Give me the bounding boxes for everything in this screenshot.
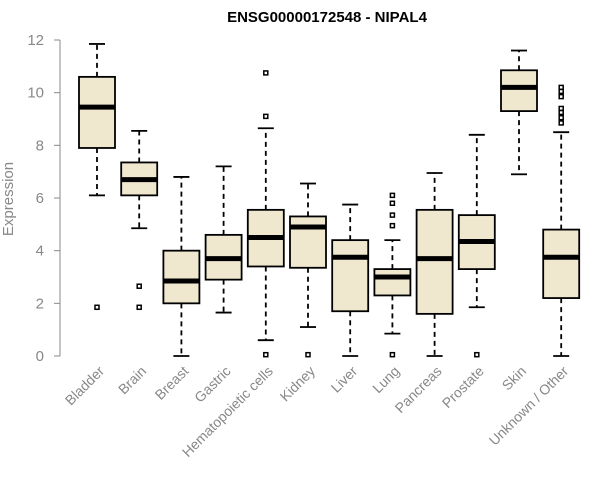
- box-iqr: [289, 215, 327, 269]
- box-kidney: [289, 182, 327, 358]
- y-tick-label: 4: [36, 243, 44, 260]
- y-axis: 0 2 4 6 8 10 12: [27, 32, 61, 365]
- x-tick-label: Breast: [152, 363, 192, 403]
- outlier-point: [136, 304, 142, 311]
- y-axis-label: Expression: [0, 162, 17, 236]
- box-pancreas: [415, 172, 454, 357]
- outlier-point: [558, 114, 564, 121]
- x-tick-label: Prostate: [439, 363, 487, 411]
- x-tick-label: Kidney: [277, 363, 319, 405]
- outlier-point: [305, 351, 311, 358]
- box-iqr: [373, 268, 412, 297]
- box-breast: [162, 176, 201, 357]
- outlier-point: [136, 283, 142, 289]
- outlier-point: [389, 192, 396, 199]
- box-gastric: [204, 165, 243, 314]
- outlier-point: [389, 351, 396, 358]
- y-tick-label: 2: [36, 295, 44, 312]
- box-iqr: [331, 239, 370, 313]
- y-tick-label: 8: [36, 137, 44, 154]
- boxes-group: [78, 43, 581, 358]
- y-tick-label: 0: [36, 348, 44, 365]
- box-iqr: [500, 69, 538, 112]
- outlier-point: [558, 88, 564, 95]
- chart-title: ENSG00000172548 - NIPAL4: [227, 9, 427, 26]
- outlier-point: [558, 120, 564, 126]
- box-iqr: [78, 75, 116, 149]
- outlier-point: [263, 70, 269, 76]
- box-bladder: [78, 43, 116, 311]
- y-tick-label: 12: [27, 32, 44, 49]
- outlier-point: [389, 200, 396, 207]
- x-tick-label: Pancreas: [392, 363, 445, 416]
- y-tick-label: 6: [36, 190, 44, 207]
- outlier-point: [263, 113, 269, 120]
- outlier-point: [389, 212, 396, 218]
- x-tick-label: Unknown / Other: [486, 363, 572, 449]
- outlier-point: [474, 351, 480, 358]
- outlier-point: [94, 304, 100, 311]
- box-iqr: [415, 208, 454, 315]
- box-brain: [120, 129, 159, 311]
- box-unknown-other: [542, 84, 581, 357]
- box-iqr: [162, 249, 201, 305]
- x-tick-label: Skin: [499, 363, 530, 394]
- box-lung: [373, 192, 412, 358]
- outlier-point: [558, 93, 564, 100]
- box-iqr: [542, 228, 581, 299]
- box-liver: [331, 203, 370, 357]
- x-tick-label: Bladder: [62, 363, 108, 409]
- box-prostate: [457, 133, 496, 358]
- box-skin: [500, 49, 538, 176]
- outlier-point: [263, 351, 269, 358]
- outlier-point: [558, 109, 564, 116]
- x-tick-label: Liver: [328, 363, 361, 396]
- box-hematopoietic-cells: [246, 70, 285, 358]
- x-tick-label: Brain: [115, 363, 149, 397]
- y-tick-label: 10: [27, 85, 44, 102]
- x-tick-label: Lung: [369, 363, 402, 396]
- outlier-point: [389, 222, 396, 229]
